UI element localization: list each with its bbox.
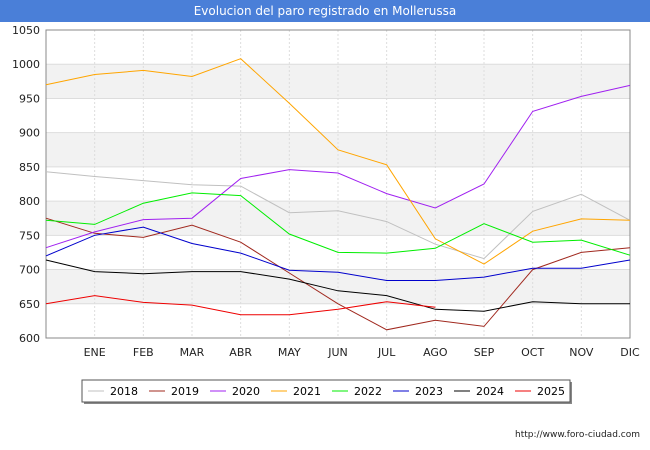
legend-label-2019: 2019	[171, 385, 199, 398]
y-tick-label: 650	[19, 298, 40, 311]
x-tick-label: ENE	[84, 346, 106, 359]
series-lines	[45, 58, 631, 331]
x-tick-label: AGO	[423, 346, 448, 359]
source-url[interactable]: http://www.foro-ciudad.com	[515, 430, 640, 440]
x-tick-label: FEB	[133, 346, 154, 359]
legend-label-2023: 2023	[415, 385, 443, 398]
series-line-2021	[45, 58, 631, 265]
chart-title: Evolucion del paro registrado en Molleru…	[0, 0, 650, 22]
x-tick-label: MAR	[180, 346, 205, 359]
y-tick-label: 750	[19, 229, 40, 242]
grid-band	[46, 64, 630, 99]
legend-box	[81, 379, 571, 403]
y-tick-label: 900	[19, 127, 40, 140]
y-tick-label: 600	[19, 332, 40, 345]
x-tick-label: JUL	[377, 346, 396, 359]
legend-label-2024: 2024	[476, 385, 504, 398]
y-tick-label: 700	[19, 264, 40, 277]
series-line-2024	[45, 259, 630, 312]
y-tick-label: 950	[19, 92, 40, 105]
series-line-2022	[45, 192, 631, 256]
y-tick-label: 800	[19, 195, 40, 208]
x-tick-label: DIC	[620, 346, 640, 359]
x-tick-label: ABR	[229, 346, 252, 359]
x-tick-label: JUN	[327, 346, 348, 359]
series-line-2020	[45, 84, 631, 249]
y-tick-label: 1050	[12, 24, 40, 37]
series-line-2018	[45, 171, 631, 260]
series-line-2019	[45, 217, 631, 331]
x-axis: ENE FEB MAR ABR MAY JUN JUL AGO SEP OCT NOV DIC	[84, 346, 640, 359]
legend-label-2020: 2020	[232, 385, 260, 398]
x-tick-label: OCT	[521, 346, 544, 359]
x-tick-label: SEP	[474, 346, 495, 359]
legend-label-2021: 2021	[293, 385, 321, 398]
y-tick-label: 1000	[12, 58, 40, 71]
legend-label-2025: 2025	[537, 385, 565, 398]
plot-frame	[45, 29, 631, 339]
y-axis: 600 650 700 750 800 850 900 950 1000 1050	[12, 24, 40, 345]
series-line-2023	[45, 226, 631, 281]
chart-area: 600 650 700 750 800 850 900 950 1000 1050 ENE FEB M…	[12, 24, 640, 404]
series-line-2025	[45, 295, 436, 316]
x-tick-label: NOV	[569, 346, 594, 359]
legend: 2018 2019 2020 2021 2022 2023 2024 2025	[81, 379, 572, 404]
legend-label-2022: 2022	[354, 385, 382, 398]
legend-label-2018: 2018	[110, 385, 138, 398]
x-tick-label: MAY	[278, 346, 301, 359]
y-tick-label: 850	[19, 161, 40, 174]
